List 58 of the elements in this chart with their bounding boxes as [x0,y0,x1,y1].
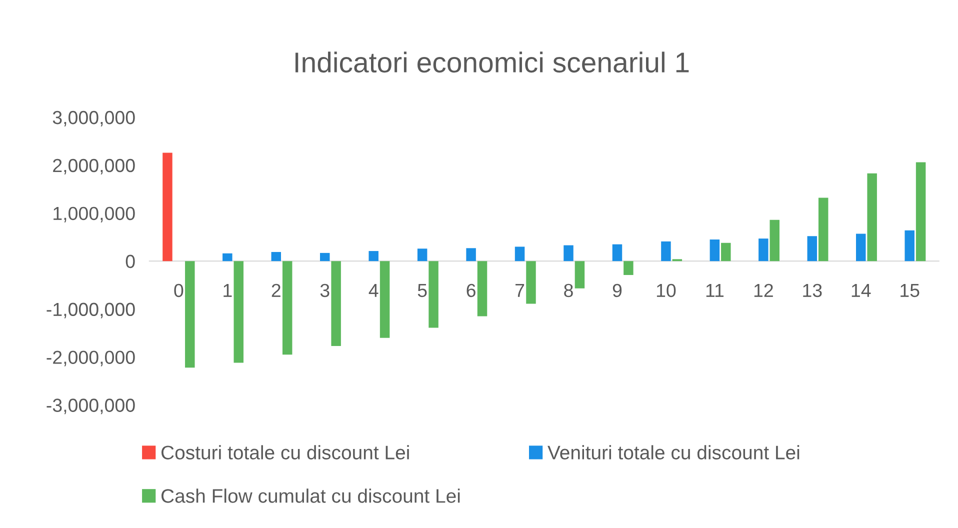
bar [514,246,525,262]
y-tick-label: -3,000,000 [46,398,135,414]
x-tick-label: 13 [803,284,822,298]
bar [380,261,390,338]
legend-label: Costuri totale cu discount Lei [162,445,409,460]
bar [368,251,378,262]
bar [320,252,330,262]
y-tick-label: 2,000,000 [53,158,135,174]
bar [234,261,244,363]
x-tick-label: 12 [754,284,773,297]
x-tick-label: 7 [516,284,524,297]
bar [282,261,292,355]
bar [661,241,671,262]
bar [564,245,574,262]
x-tick-label: 2 [272,284,280,297]
x-tick-label: 6 [466,284,476,298]
x-tick-label: 3 [320,284,330,298]
bar [807,236,818,262]
bar [417,248,428,262]
x-tick-label: 14 [852,284,871,297]
bar [710,240,720,262]
x-tick-label: 8 [564,284,573,298]
bar [466,248,476,262]
bar [331,261,341,346]
y-tick-label: 3,000,000 [52,110,135,126]
x-tick-label: 9 [612,284,622,298]
x-tick-label: 5 [418,284,427,298]
legend-label: Cash Flow cumulat cu discount Lei [162,488,460,503]
bar [624,261,634,276]
x-tick-label: 0 [174,284,184,298]
bar [526,261,536,304]
bar [574,261,585,288]
y-tick-label: -1,000,000 [46,302,135,318]
x-tick-label: 11 [706,284,724,297]
x-tick-label: 15 [900,284,920,298]
y-tick-label: -2,000,000 [46,350,135,366]
bar [222,253,232,262]
bar [758,238,768,262]
bar [770,220,780,262]
bar [721,242,731,262]
bar [904,230,914,262]
bar [612,244,622,262]
x-tick-label: 10 [656,284,676,298]
bar [856,234,866,262]
bar [185,261,195,368]
bar [271,252,282,262]
y-tick-label: 0 [126,254,135,268]
bar [477,261,488,316]
y-tick-label: 1,000,000 [54,206,135,222]
x-tick-label: 4 [368,284,378,297]
bar [867,173,877,262]
bar [916,162,926,262]
chart-title: Indicatori economici scenariul 1 [295,52,689,73]
bar [162,152,172,262]
bar [428,261,438,328]
x-tick-label: 1 [224,284,232,297]
bar [818,198,828,262]
legend-label: Venituri totale cu discount Lei [548,445,800,460]
